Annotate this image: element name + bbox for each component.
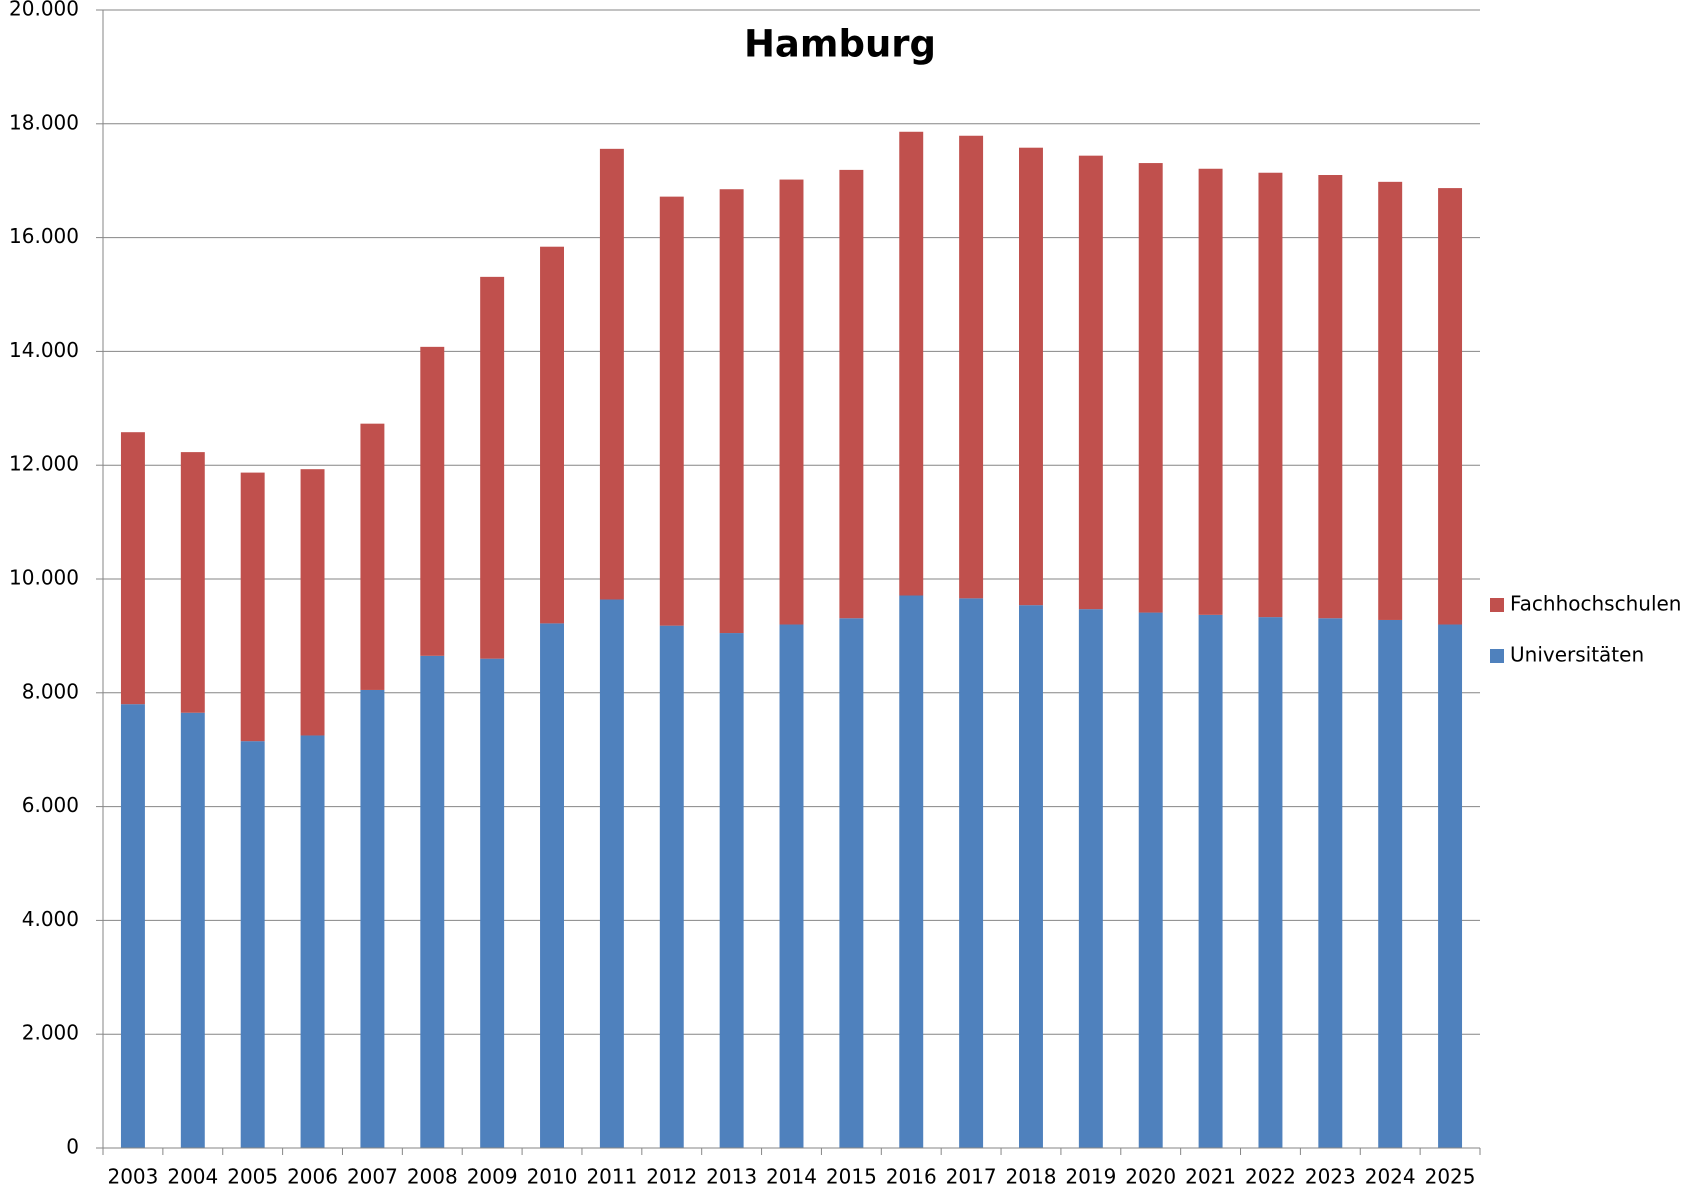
bar-segment — [659, 196, 684, 626]
x-tick-label: 2014 — [766, 1165, 817, 1189]
bar-segment — [240, 472, 265, 742]
y-tick-label: 20.000 — [9, 0, 79, 21]
bar-segment — [420, 655, 445, 1148]
bar-segment — [1258, 172, 1283, 618]
bar-segment — [1318, 618, 1343, 1148]
legend-label: Universitäten — [1510, 643, 1644, 667]
bar-segment — [360, 689, 385, 1148]
x-tick-label: 2011 — [586, 1165, 637, 1189]
bar-segment — [599, 599, 624, 1148]
x-tick-label: 2023 — [1305, 1165, 1356, 1189]
x-tick-label: 2013 — [706, 1165, 757, 1189]
bar-segment — [1198, 168, 1223, 615]
x-tick-label: 2022 — [1245, 1165, 1296, 1189]
x-tick-label: 2005 — [227, 1165, 278, 1189]
y-tick-label: 16.000 — [9, 224, 79, 248]
x-tick-label: 2016 — [886, 1165, 937, 1189]
bar-segment — [1438, 188, 1463, 625]
bar-segment — [1378, 619, 1403, 1148]
bar-segment — [120, 704, 145, 1148]
bar-segment — [300, 469, 325, 736]
y-tick-label: 2.000 — [22, 1021, 79, 1045]
legend-swatch — [1490, 598, 1504, 612]
bar-segment — [959, 598, 984, 1148]
y-tick-label: 0 — [66, 1135, 79, 1159]
bar-segment — [480, 658, 505, 1148]
y-tick-label: 14.000 — [9, 338, 79, 362]
x-tick-label: 2004 — [167, 1165, 218, 1189]
x-tick-label: 2008 — [407, 1165, 458, 1189]
bar-segment — [1019, 605, 1043, 1148]
chart-title: Hamburg — [744, 23, 936, 66]
bar-segment — [180, 452, 205, 713]
legend-label: Fachhochschulen — [1510, 592, 1681, 616]
bar-segment — [420, 346, 445, 656]
x-tick-label: 2025 — [1425, 1165, 1476, 1189]
x-tick-label: 2003 — [107, 1165, 158, 1189]
bar-segment — [659, 625, 684, 1148]
y-tick-label: 18.000 — [9, 110, 79, 134]
bar-segment — [959, 135, 984, 599]
bar-segment — [779, 179, 804, 625]
bar-segment — [480, 276, 505, 659]
bar-segment — [1019, 147, 1043, 606]
bar-segment — [1078, 609, 1103, 1148]
x-tick-label: 2021 — [1185, 1165, 1236, 1189]
bar-segment — [1198, 614, 1223, 1148]
x-tick-label: 2024 — [1365, 1165, 1416, 1189]
x-tick-label: 2020 — [1125, 1165, 1176, 1189]
x-tick-label: 2018 — [1006, 1165, 1057, 1189]
y-tick-label: 6.000 — [22, 793, 79, 817]
bar-segment — [1378, 181, 1403, 620]
bar-segment — [1078, 155, 1103, 610]
y-tick-label: 8.000 — [22, 679, 79, 703]
bar-segment — [1318, 175, 1343, 619]
bar-segment — [540, 623, 564, 1148]
bar-segment — [839, 169, 864, 619]
bar-segment — [240, 741, 265, 1148]
x-tick-label: 2006 — [287, 1165, 338, 1189]
bar-segment — [1438, 624, 1463, 1148]
x-tick-label: 2019 — [1065, 1165, 1116, 1189]
bar-segment — [719, 189, 744, 634]
bar-segment — [1258, 617, 1283, 1148]
bar-segment — [300, 735, 325, 1148]
bar-segment — [779, 624, 804, 1148]
bar-segment — [839, 618, 864, 1148]
y-tick-label: 10.000 — [9, 566, 79, 590]
bar-segment — [120, 432, 145, 705]
bar-segment — [180, 712, 205, 1148]
bar-segment — [540, 246, 564, 624]
x-tick-label: 2009 — [467, 1165, 518, 1189]
x-tick-label: 2017 — [946, 1165, 997, 1189]
bar-segment — [1138, 163, 1163, 613]
x-tick-label: 2007 — [347, 1165, 398, 1189]
bar-segment — [899, 131, 924, 596]
bar-segment — [599, 148, 624, 600]
x-tick-label: 2012 — [646, 1165, 697, 1189]
bar-segment — [719, 633, 744, 1148]
y-tick-label: 4.000 — [22, 907, 79, 931]
bar-segment — [1138, 612, 1163, 1148]
bar-segment — [360, 423, 385, 690]
y-tick-label: 12.000 — [9, 452, 79, 476]
bar-segment — [899, 595, 924, 1148]
x-tick-label: 2010 — [527, 1165, 578, 1189]
legend-swatch — [1490, 649, 1504, 663]
x-tick-label: 2015 — [826, 1165, 877, 1189]
